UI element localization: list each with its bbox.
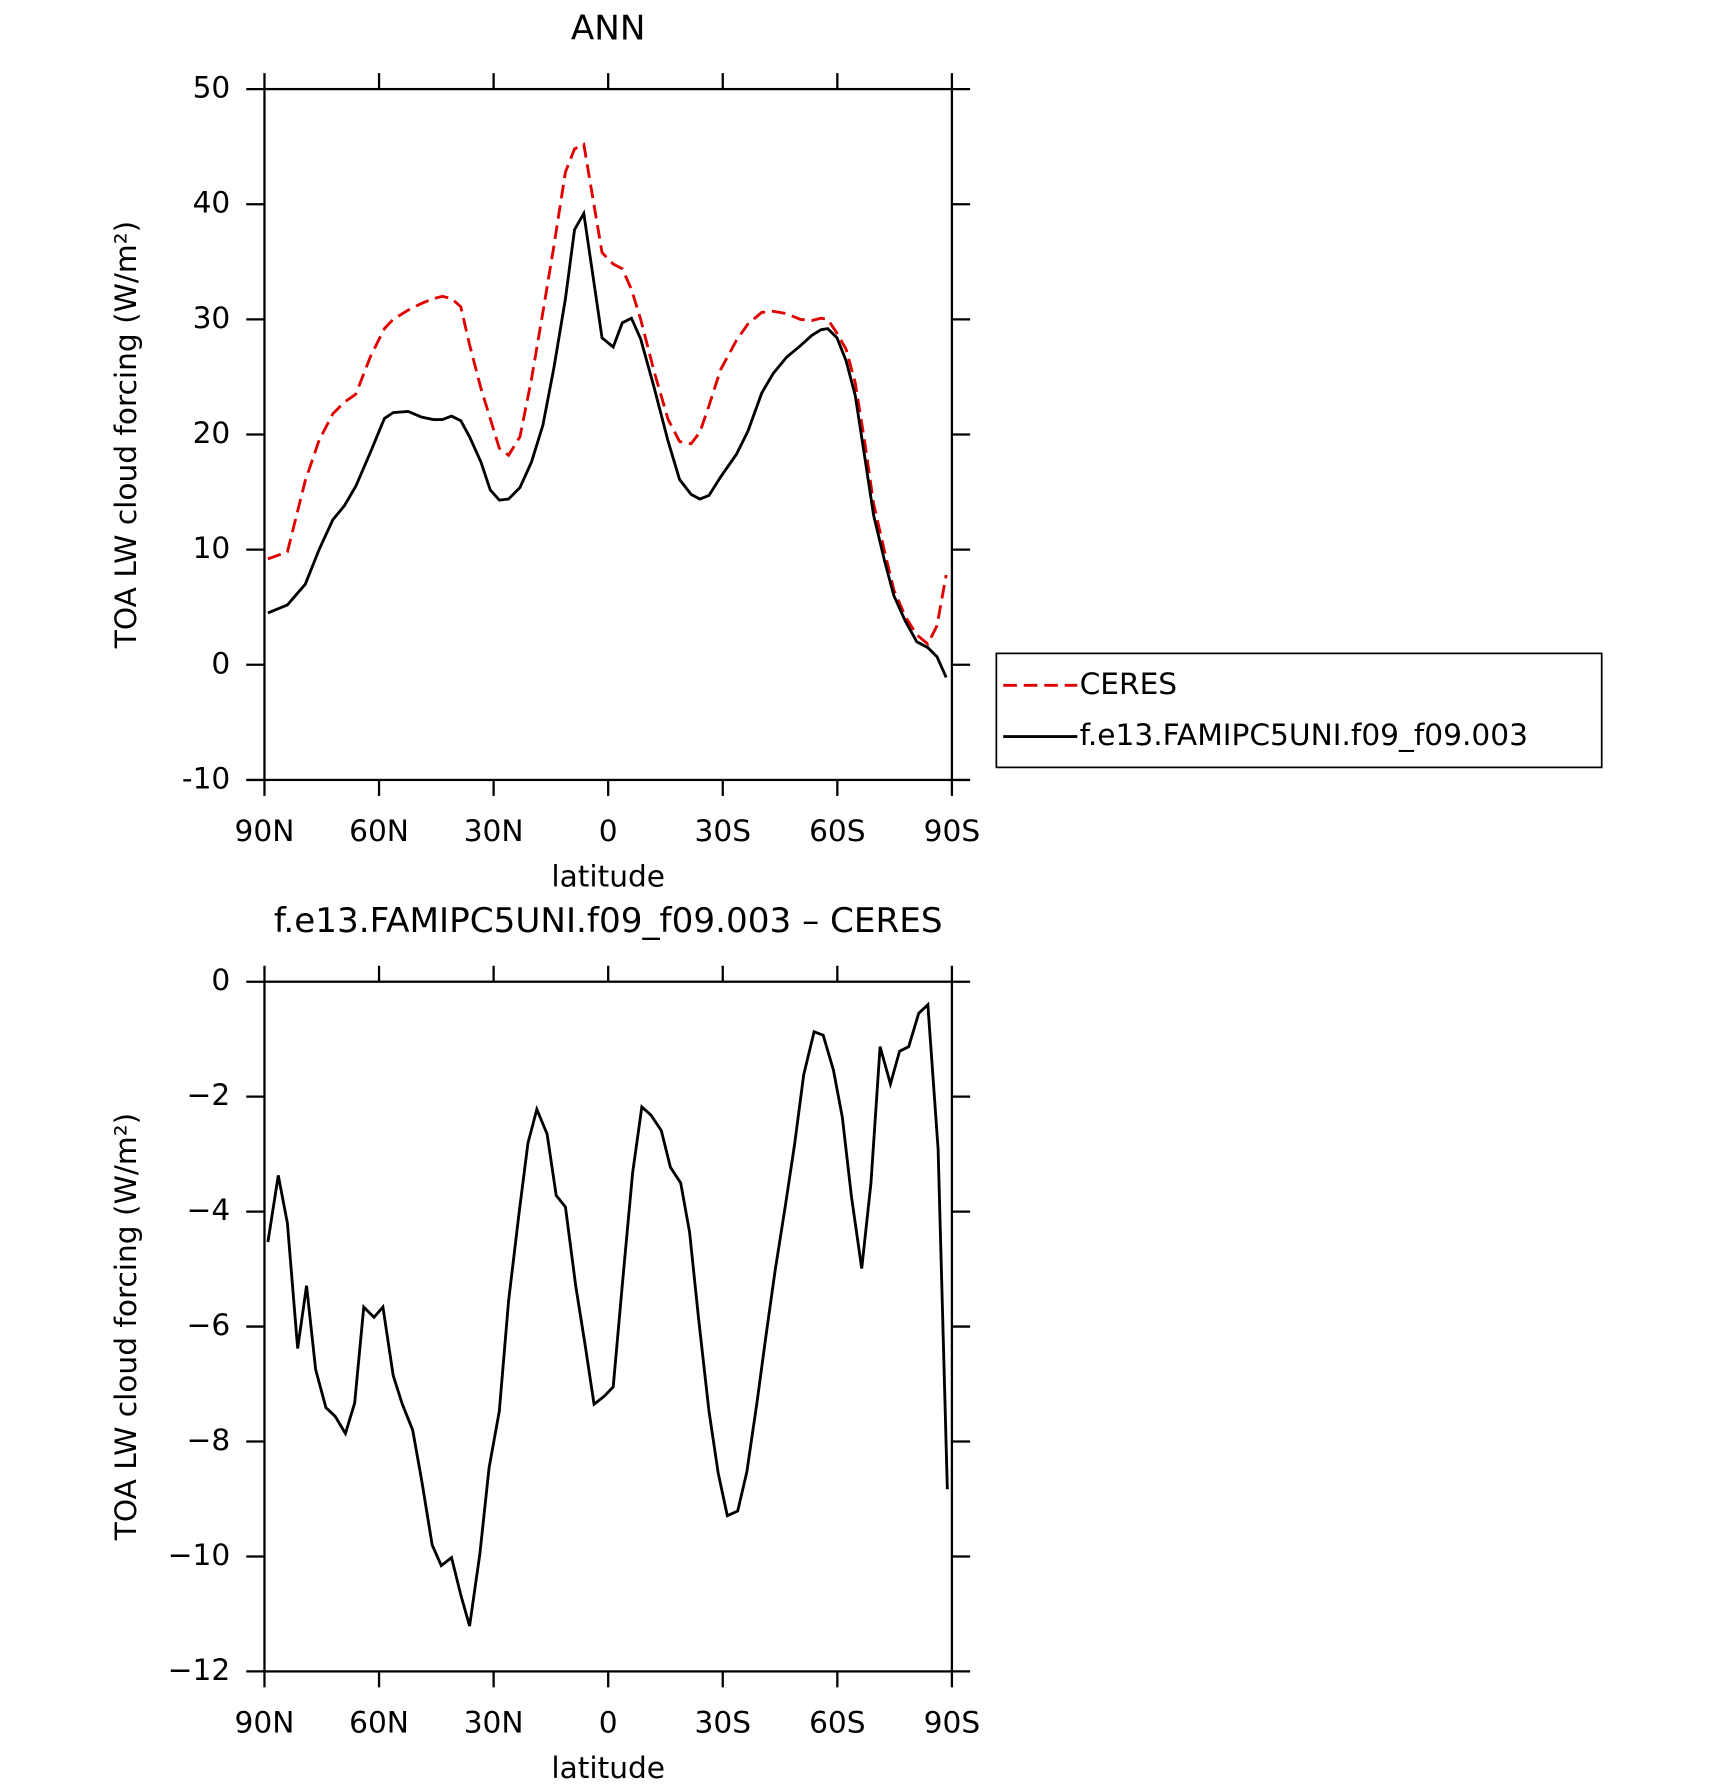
x-tick-label: 90S xyxy=(924,813,981,848)
x-tick-label: 90S xyxy=(924,1704,981,1739)
y-tick-label: −6 xyxy=(187,1307,231,1342)
x-axis-label: latitude xyxy=(551,858,665,893)
data-line xyxy=(266,1001,949,1627)
x-tick-label: 30S xyxy=(695,813,752,848)
plot-frame xyxy=(263,980,954,1673)
y-tick-label: 50 xyxy=(193,70,231,105)
plot-frame xyxy=(263,87,954,782)
y-tick-label: 0 xyxy=(211,645,230,680)
y-axis-label: TOA LW cloud forcing (W/m²) xyxy=(108,1113,143,1541)
legend-box xyxy=(995,652,1603,769)
x-tick-label: 30N xyxy=(464,813,524,848)
y-tick-label: −8 xyxy=(187,1422,231,1457)
data-line xyxy=(267,209,948,679)
y-tick-label: −12 xyxy=(168,1652,231,1687)
y-axis-label: TOA LW cloud forcing (W/m²) xyxy=(108,221,143,649)
x-tick-label: 60N xyxy=(349,1704,409,1739)
y-tick-label: -10 xyxy=(182,760,230,795)
data-line xyxy=(267,142,948,647)
y-tick-label: 10 xyxy=(193,530,231,565)
y-tick-label: −4 xyxy=(187,1192,231,1227)
y-tick-label: 40 xyxy=(193,185,231,220)
chart-title: ANN xyxy=(571,8,646,48)
chart-title: f.e13.FAMIPC5UNI.f09_f09.003 – CERES xyxy=(274,901,943,941)
plot: ANN -10 0 10 20 30 40 50 90N 60N 30N 0 30S 60S 90S lati… xyxy=(108,8,1603,893)
y-tick-label: 20 xyxy=(193,415,231,450)
x-tick-label: 60S xyxy=(809,813,866,848)
plot: f.e13.FAMIPC5UNI.f09_f09.003 – CERES −12 −… xyxy=(108,901,980,1785)
x-tick-label: 60S xyxy=(809,1704,866,1739)
x-tick-label: 30N xyxy=(464,1704,524,1739)
x-axis-label: latitude xyxy=(551,1750,665,1785)
x-tick-label: 90N xyxy=(235,1704,295,1739)
x-tick-label: 60N xyxy=(349,813,409,848)
x-tick-label: 0 xyxy=(599,813,618,848)
legend-label: CERES xyxy=(1080,666,1178,701)
x-tick-label: 90N xyxy=(235,813,295,848)
x-tick-label: 0 xyxy=(599,1704,618,1739)
legend-label: f.e13.FAMIPC5UNI.f09_f09.003 xyxy=(1080,717,1528,752)
y-tick-label: −10 xyxy=(168,1537,231,1572)
y-tick-label: −2 xyxy=(187,1077,231,1112)
y-tick-label: 30 xyxy=(193,300,231,335)
x-tick-label: 30S xyxy=(695,1704,752,1739)
y-tick-label: 0 xyxy=(211,962,230,997)
